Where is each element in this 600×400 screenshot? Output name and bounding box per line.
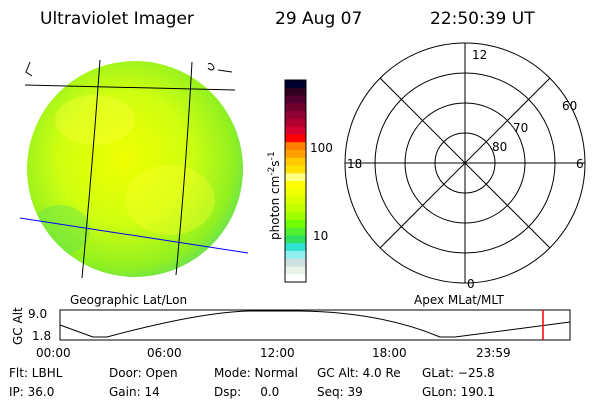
altitude-ylabel: GC Alt [11,307,25,345]
mlt-label-0: 0 [467,277,475,291]
info-mode: Mode: Normal [214,366,298,380]
colorbar-band [285,181,306,190]
info-table: Flt: LBHL Door: Open Mode: Normal GC Alt… [9,366,495,399]
colorbar [285,80,306,283]
colorbar-band [285,103,306,112]
colorbar-band [285,266,306,275]
mlt-label-6: 6 [576,157,584,171]
colorbar-band [285,219,306,229]
colorbar-band [285,142,306,151]
altitude-plot: GC Alt 9.0 1.8 00:00 06:00 12:00 18:00 2… [11,307,571,360]
info-dsp: Dsp: 0.0 [214,385,279,399]
info-gain: Gain: 14 [109,385,160,399]
colorbar-tick-100: 100 [310,141,333,155]
colorbar-band [285,126,306,135]
coastline-mark [25,61,33,77]
colorbar-band [285,243,306,252]
auroral-image [19,59,249,279]
image-panel-label: Geographic Lat/Lon [70,293,187,307]
altitude-curve [59,310,571,338]
colorbar-band [285,80,306,89]
ytick: 1.8 [32,329,51,343]
info-seq: Seq: 39 [317,385,363,399]
instrument-title: Ultraviolet Imager [40,9,194,29]
colorbar-band [285,250,306,260]
polar-labels: 12 18 6 0 60 70 80 [347,48,584,291]
colorbar-band [285,111,306,120]
ytick: 9.0 [28,307,47,321]
mlat-label-80: 80 [492,140,507,154]
info-ip: IP: 36.0 [9,385,54,399]
xtick: 00:00 [36,346,71,360]
colorbar-band [285,157,306,166]
info-filter: Flt: LBHL [9,366,63,380]
colorbar-band [285,196,306,205]
time-label: 22:50:39 UT [430,9,535,29]
colorbar-band [285,95,306,104]
info-glon: GLon: 190.1 [422,385,495,399]
xtick: 23:59 [476,346,511,360]
equator-line [19,217,249,254]
coastline-mark [207,63,233,73]
mlt-label-12: 12 [472,48,487,62]
colorbar-band [285,118,306,128]
colorbar-band [285,227,306,236]
colorbar-band [285,87,306,97]
xtick: 12:00 [260,346,295,360]
mlat-label-70: 70 [513,121,528,135]
info-door: Door: Open [109,366,178,380]
mlt-label-18: 18 [347,157,362,171]
colorbar-frame [284,79,307,283]
colorbar-band [285,235,306,244]
latitude-line [24,84,236,91]
longitude-line [175,61,193,276]
colorbar-tick-10: 10 [313,229,328,243]
polar-grid [344,42,586,284]
colorbar-band [285,173,306,182]
colorbar-band [285,258,306,267]
polar-panel-label: Apex MLat/MLT [414,293,504,307]
info-glat: GLat: −25.8 [422,366,495,380]
colorbar-band [285,149,306,159]
colorbar-band [285,204,306,213]
colorbar-band [285,274,306,283]
xtick: 06:00 [147,346,182,360]
xtick: 18:00 [372,346,407,360]
colorbar-band [285,212,306,221]
date-label: 29 Aug 07 [275,9,362,29]
info-gc-alt: GC Alt: 4.0 Re [317,366,401,380]
mlat-label-60: 60 [562,99,577,113]
colorbar-band [285,134,306,143]
colorbar-band [285,188,306,198]
longitude-line [81,59,101,279]
colorbar-unit-label: photon cm-2s-1 [267,151,282,240]
colorbar-band [285,165,306,174]
